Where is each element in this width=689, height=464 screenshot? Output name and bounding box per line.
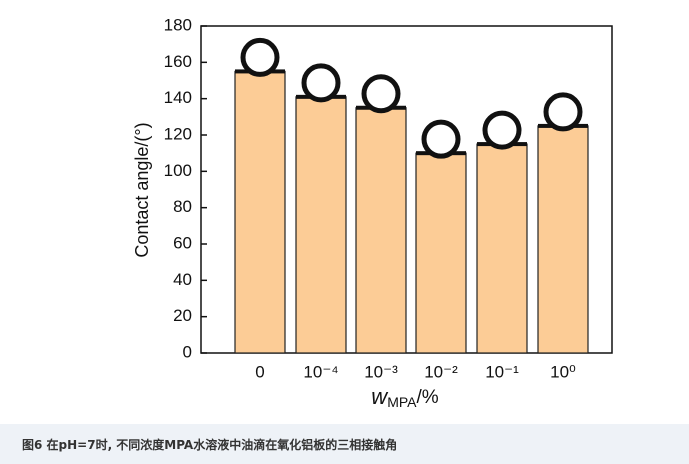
y-tick-label: 180: [164, 15, 192, 34]
x-label-symbol: w: [371, 384, 389, 409]
x-tick-label: 10⁻³: [364, 362, 398, 381]
x-label-unit: /%: [417, 387, 439, 408]
y-tick-label: 140: [164, 88, 192, 107]
bar: [537, 125, 589, 354]
bar: [234, 70, 286, 354]
y-tick-label: 80: [173, 197, 192, 216]
x-label-subscript: MPA: [387, 394, 417, 410]
x-tick-label: 10⁻⁴: [303, 362, 338, 381]
bar: [476, 143, 528, 354]
y-tick-label: 0: [183, 342, 192, 361]
droplet: [482, 110, 522, 150]
bar: [355, 107, 407, 354]
y-tick-label: 40: [173, 270, 192, 289]
x-axis-label: wMPA/%: [371, 384, 438, 410]
y-tick-label: 120: [164, 124, 192, 143]
x-tick-label: 10⁰: [550, 362, 576, 381]
droplet-image: [361, 74, 401, 114]
bar: [415, 152, 467, 354]
droplet-image: [482, 110, 522, 150]
droplet: [421, 119, 461, 159]
droplet-image: [240, 37, 280, 77]
chart: Contact angle/(°) wMPA/% 0 20 40 60 80 100 120…: [132, 15, 613, 410]
droplet-image: [301, 63, 341, 103]
droplet-image: [543, 92, 583, 132]
bar: [295, 96, 347, 354]
x-tick-label: 10⁻¹: [485, 362, 519, 381]
y-tick-label: 60: [173, 233, 192, 252]
y-tick-label: 100: [164, 161, 192, 180]
droplet: [543, 92, 583, 132]
x-tick-label: 10⁻²: [424, 362, 458, 381]
droplet: [301, 63, 341, 103]
droplet: [361, 74, 401, 114]
y-tick-label: 160: [164, 52, 192, 71]
caption: 图6 在pH=7时, 不同浓度MPA水溶液中油滴在氧化铝板的三相接触角: [22, 438, 398, 452]
caption-bar: 图6 在pH=7时, 不同浓度MPA水溶液中油滴在氧化铝板的三相接触角: [0, 424, 689, 464]
y-axis-label: Contact angle/(°): [132, 122, 152, 257]
droplet-image: [421, 119, 461, 159]
x-tick-label: 0: [255, 362, 264, 381]
droplet: [240, 37, 280, 77]
y-tick-label: 20: [173, 306, 192, 325]
